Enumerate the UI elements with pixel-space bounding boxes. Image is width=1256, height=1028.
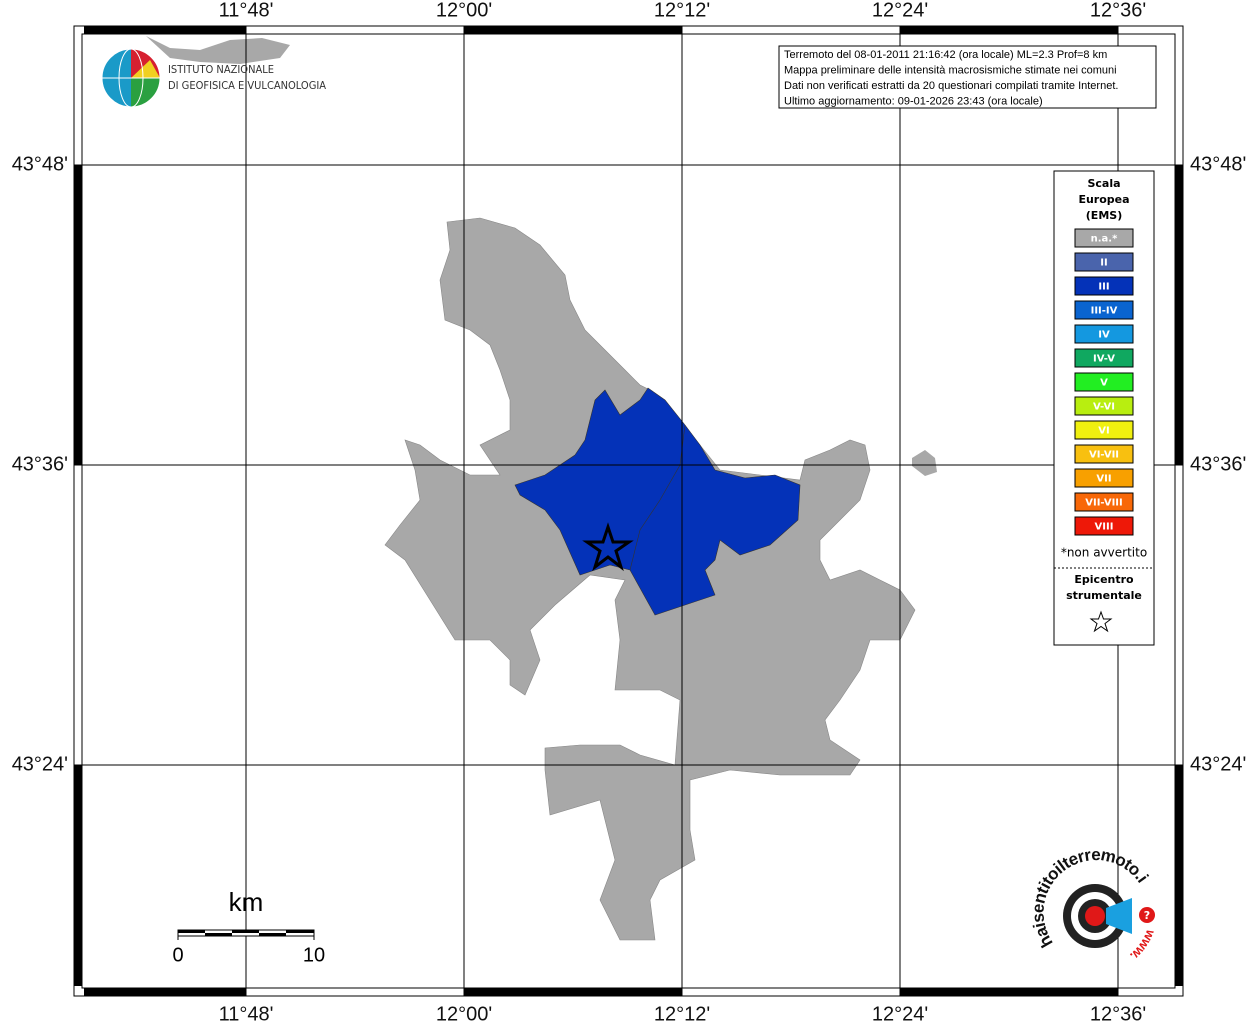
legend-label: III-IV: [1091, 306, 1118, 317]
legend-swatch: [1074, 444, 1134, 464]
legend-label: VII: [1096, 474, 1111, 485]
longitude-label: 12°36': [1090, 1003, 1146, 1024]
epicenter-star: [582, 522, 634, 572]
legend-swatch: [1074, 396, 1134, 416]
legend-swatch: [1074, 348, 1134, 368]
latitude-label: 43°36': [1190, 453, 1246, 475]
header-line: Ultimo aggiornamento: 09-01-2026 23:43 (…: [784, 95, 1043, 107]
municipality-na: [912, 450, 937, 476]
legend-label: III: [1098, 282, 1109, 293]
legend-epicenter: strumentale: [1066, 589, 1142, 602]
header: Terremoto del 08-01-2011 21:16:42 (ora l…: [784, 49, 1118, 108]
longitude-label: 11°48': [219, 1003, 274, 1024]
legend: ScalaEuropea(EMS)n.a.*IIIIIIII-IVIVIV-VV…: [1061, 177, 1147, 602]
scale-bar: km 0 10: [172, 887, 325, 966]
legend-label: n.a.*: [1091, 234, 1118, 245]
legend-swatch: [1074, 420, 1134, 440]
latitude-label: 43°36': [12, 453, 68, 475]
legend-title: (EMS): [1086, 209, 1122, 222]
legend-label: V: [1100, 378, 1108, 389]
legend-swatch: [1074, 300, 1134, 320]
longitude-label: 12°12': [654, 1003, 710, 1024]
scale-start: 0: [172, 944, 183, 966]
legend-label: II: [1100, 258, 1107, 269]
longitude-label: 12°24': [872, 1003, 928, 1024]
legend-swatch: [1074, 324, 1134, 344]
latitude-label: 43°48': [1190, 153, 1246, 175]
legend-note: *non avvertito: [1061, 546, 1147, 560]
legend-label: IV: [1098, 330, 1110, 341]
legend-swatch: [1074, 516, 1134, 536]
inner-frame: [81, 33, 1176, 989]
legend-swatch: [1074, 468, 1134, 488]
legend-swatch: [1074, 252, 1134, 272]
latitude-label: 43°24': [12, 753, 68, 775]
legend-label: VI-VII: [1089, 450, 1119, 461]
legend-label: IV-V: [1093, 354, 1115, 365]
longitude-label: 12°00': [436, 0, 492, 21]
logo-text: DI GEOFISICA E VULCANOLOGIA: [168, 79, 326, 92]
site-logo-mark: ?: [1144, 909, 1150, 922]
legend-swatch: [1074, 228, 1134, 248]
ingv-logo: ISTITUTO NAZIONALE DI GEOFISICA E VULCAN…: [101, 48, 326, 108]
scale-unit: km: [229, 887, 264, 917]
header-line: Mappa preliminare delle intensità macros…: [784, 64, 1117, 76]
legend-star: [1089, 610, 1113, 633]
legend-label: VII-VIII: [1085, 498, 1123, 509]
longitude-label: 12°36': [1090, 0, 1146, 21]
longitude-label: 12°24': [872, 0, 928, 21]
longitude-label: 11°48': [219, 0, 274, 21]
legend-swatch: [1074, 492, 1134, 512]
latitude-label: 43°48': [12, 153, 68, 175]
legend-swatch: [1074, 372, 1134, 392]
longitude-label: 12°00': [436, 1003, 492, 1024]
legend-epicenter: Epicentro: [1074, 573, 1134, 586]
municipality-iii: [514, 387, 801, 616]
longitude-label: 12°12': [654, 0, 710, 21]
frame-border: [74, 26, 1183, 996]
coordinates: 11°48' 11°48' 12°00' 12°00' 12°12' 12°12' 12°2…: [12, 0, 1247, 1025]
latitude-label: 43°24': [1190, 753, 1246, 775]
legend-title: Europea: [1078, 193, 1129, 206]
header-line: Dati non verificati estratti da 20 quest…: [784, 80, 1118, 92]
legend-label: V-VI: [1093, 402, 1115, 413]
legend-label: VIII: [1095, 522, 1114, 533]
logo-text: ISTITUTO NAZIONALE: [168, 63, 274, 76]
header-box: [778, 45, 1157, 109]
legend-title: Scala: [1087, 177, 1120, 190]
header-line: Terremoto del 08-01-2011 21:16:42 (ora l…: [784, 49, 1107, 61]
land: [146, 36, 290, 64]
legend-swatch: [1074, 276, 1134, 296]
scale-end: 10: [303, 944, 325, 966]
legend-label: VI: [1098, 426, 1109, 437]
